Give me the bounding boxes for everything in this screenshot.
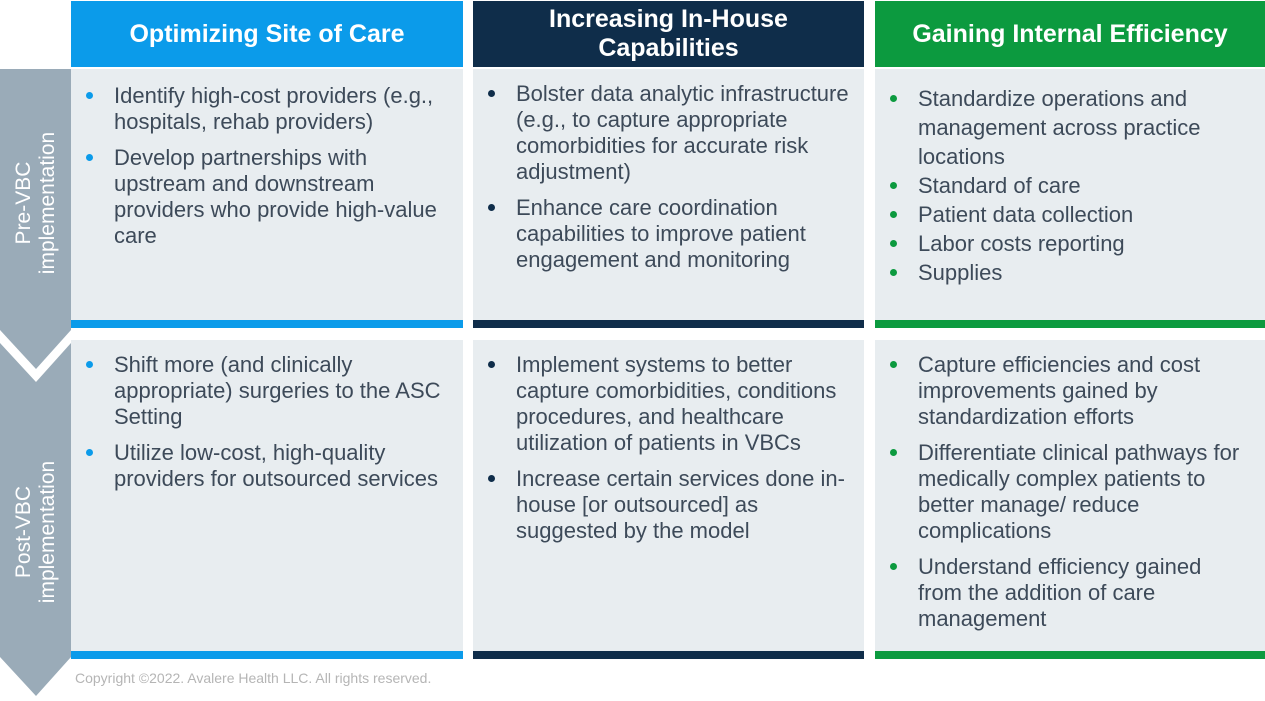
pre-vbc-label: Pre-VBC implementation bbox=[12, 132, 60, 274]
list-item: Patient data collection bbox=[887, 200, 1251, 229]
list-item: Utilize low-cost, high-quality providers… bbox=[83, 440, 449, 492]
bullet-icon bbox=[890, 95, 897, 102]
cell-site-of-care-post: Shift more (and clinically appropriate) … bbox=[71, 340, 463, 659]
header-title: Gaining Internal Efficiency bbox=[912, 19, 1228, 48]
header-increasing-in-house-capabilities: Increasing In-House Capabilities bbox=[473, 1, 864, 67]
list-item: Standardize operations and management ac… bbox=[887, 84, 1251, 171]
bullet-icon bbox=[488, 361, 495, 368]
pre-vbc-label-line1: Pre-VBC bbox=[12, 161, 35, 245]
pre-vbc-label-line2: implementation bbox=[36, 131, 59, 275]
bullet-icon bbox=[890, 361, 897, 368]
bullet-list: Standardize operations and management ac… bbox=[887, 84, 1251, 287]
list-item: Develop partnerships with upstream and d… bbox=[83, 145, 449, 249]
accent-bar bbox=[71, 651, 463, 659]
header-title: Optimizing Site of Care bbox=[129, 19, 405, 48]
list-item: Increase certain services done in-house … bbox=[485, 466, 850, 544]
bullet-icon bbox=[488, 204, 495, 211]
post-vbc-label-line1: Post-VBC bbox=[12, 485, 35, 579]
bullet-icon bbox=[890, 182, 897, 189]
bullet-icon bbox=[86, 92, 93, 99]
cell-in-house-pre: Bolster data analytic infrastructure (e.… bbox=[473, 69, 864, 328]
bullet-icon bbox=[890, 211, 897, 218]
accent-bar bbox=[71, 320, 463, 328]
list-item: Supplies bbox=[887, 258, 1251, 287]
list-item: Standard of care bbox=[887, 171, 1251, 200]
bullet-icon bbox=[86, 449, 93, 456]
list-item: Bolster data analytic infrastructure (e.… bbox=[485, 81, 850, 185]
bullet-icon bbox=[488, 90, 495, 97]
bullet-icon bbox=[890, 563, 897, 570]
list-item: Understand efficiency gained from the ad… bbox=[887, 554, 1251, 632]
accent-bar bbox=[875, 651, 1265, 659]
pre-vbc-chevron bbox=[0, 69, 71, 369]
list-item: Enhance care coordination capabilities t… bbox=[485, 195, 850, 273]
cell-site-of-care-pre: Identify high-cost providers (e.g., hosp… bbox=[71, 69, 463, 328]
header-gaining-internal-efficiency: Gaining Internal Efficiency bbox=[875, 1, 1265, 67]
phase-chevrons bbox=[0, 69, 71, 696]
bullet-icon bbox=[890, 240, 897, 247]
post-vbc-label: Post-VBC implementation bbox=[12, 461, 60, 603]
bullet-list: Bolster data analytic infrastructure (e.… bbox=[485, 81, 850, 283]
cell-internal-efficiency-pre: Standardize operations and management ac… bbox=[875, 69, 1265, 328]
list-item: Capture efficiencies and cost improvemen… bbox=[887, 352, 1251, 430]
bullet-icon bbox=[86, 154, 93, 161]
accent-bar bbox=[875, 320, 1265, 328]
header-optimizing-site-of-care: Optimizing Site of Care bbox=[71, 1, 463, 67]
bullet-list: Identify high-cost providers (e.g., hosp… bbox=[83, 83, 449, 259]
bullet-icon bbox=[890, 269, 897, 276]
cell-in-house-post: Implement systems to better capture como… bbox=[473, 340, 864, 659]
list-item: Implement systems to better capture como… bbox=[485, 352, 850, 456]
accent-bar bbox=[473, 651, 864, 659]
bullet-list: Implement systems to better capture como… bbox=[485, 352, 850, 554]
header-title: Increasing In-House Capabilities bbox=[549, 5, 788, 62]
cell-internal-efficiency-post: Capture efficiencies and cost improvemen… bbox=[875, 340, 1265, 659]
post-vbc-label-line2: implementation bbox=[36, 460, 59, 604]
bullet-icon bbox=[890, 449, 897, 456]
bullet-icon bbox=[86, 361, 93, 368]
bullet-icon bbox=[488, 475, 495, 482]
list-item: Labor costs reporting bbox=[887, 229, 1251, 258]
list-item: Differentiate clinical pathways for medi… bbox=[887, 440, 1251, 544]
list-item: Identify high-cost providers (e.g., hosp… bbox=[83, 83, 449, 135]
list-item: Shift more (and clinically appropriate) … bbox=[83, 352, 449, 430]
accent-bar bbox=[473, 320, 864, 328]
bullet-list: Capture efficiencies and cost improvemen… bbox=[887, 352, 1251, 642]
copyright-text: Copyright ©2022. Avalere Health LLC. All… bbox=[75, 670, 432, 686]
post-vbc-chevron bbox=[0, 343, 71, 696]
bullet-list: Shift more (and clinically appropriate) … bbox=[83, 352, 449, 502]
